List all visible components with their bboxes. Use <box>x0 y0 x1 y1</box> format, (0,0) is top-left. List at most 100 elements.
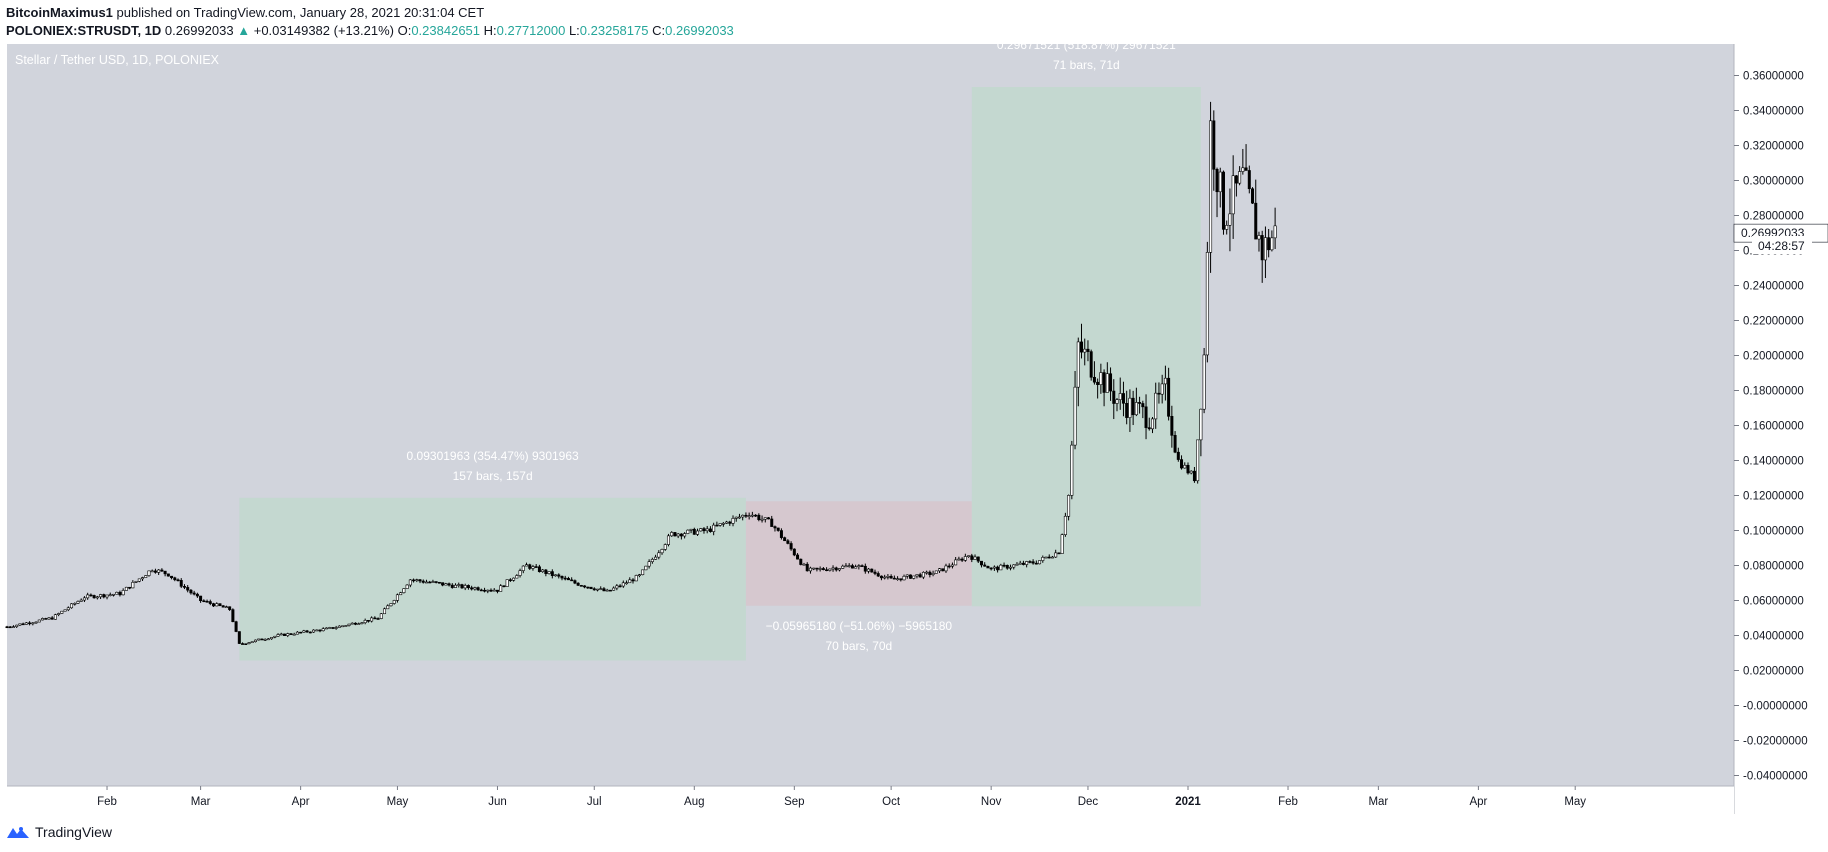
candle-body <box>547 571 551 574</box>
candle-body <box>967 555 971 558</box>
candle-body <box>489 589 493 592</box>
candle-body <box>192 592 196 595</box>
candle-body <box>870 568 874 573</box>
candle-body <box>570 579 574 582</box>
candle-body <box>515 575 519 579</box>
symbol-name[interactable]: POLONIEX:STRUSDT, 1D <box>6 23 162 38</box>
candle-body <box>750 514 754 517</box>
candle-body <box>576 582 580 586</box>
candle-body <box>1202 354 1206 410</box>
low-label: L: <box>568 23 580 38</box>
candle-body <box>89 594 93 597</box>
candle-body <box>1060 534 1064 554</box>
candle-body <box>1138 402 1142 404</box>
candle-body <box>421 580 425 583</box>
candle-body <box>537 566 541 573</box>
footer-brand[interactable]: TradingView <box>35 824 113 840</box>
candle-body <box>734 516 738 519</box>
candle-body <box>1225 225 1229 230</box>
candle-body <box>257 638 261 641</box>
candle-body <box>366 619 370 622</box>
high-label: H: <box>483 23 497 38</box>
candle-body <box>37 619 41 623</box>
candle-body <box>182 586 186 588</box>
candle-body <box>118 591 122 596</box>
zone-short-1[interactable] <box>745 501 972 606</box>
candle-body <box>241 643 245 645</box>
candle-body <box>628 579 632 584</box>
candle-body <box>1238 171 1242 184</box>
candle-body <box>76 601 80 604</box>
candle-body <box>773 526 777 529</box>
candle-body <box>554 574 558 577</box>
candle-body <box>899 578 903 581</box>
candle-body <box>389 603 393 607</box>
candle-body <box>1218 171 1222 193</box>
candle-body <box>40 618 44 621</box>
candle-body <box>1180 459 1184 469</box>
zone-long-2[interactable] <box>971 87 1201 607</box>
y-tick-label: 0.18000000 <box>1743 386 1804 398</box>
candle-body <box>308 631 312 634</box>
candle-body <box>983 564 987 567</box>
candle-body <box>605 589 609 592</box>
candle-body <box>1089 351 1093 378</box>
candle-body <box>412 579 416 582</box>
author-name[interactable]: BitcoinMaximus1 <box>6 5 113 20</box>
candle-body <box>11 626 15 628</box>
zone-long-0[interactable] <box>239 497 746 661</box>
candle-body <box>918 574 922 578</box>
candle-body <box>663 544 667 550</box>
y-tick-label: -0.04000000 <box>1743 771 1808 783</box>
candle-body <box>483 589 487 592</box>
candle-body <box>1154 392 1158 420</box>
candle-body <box>186 587 190 591</box>
candle-body <box>273 635 277 638</box>
candle-body <box>925 571 929 574</box>
candle-body <box>905 574 909 577</box>
candle-body <box>454 584 458 588</box>
candle-body <box>379 613 383 619</box>
candle-body <box>518 570 522 576</box>
candle-body <box>305 630 309 633</box>
candle-body <box>1009 566 1013 569</box>
candle-body <box>234 621 238 632</box>
price-axis[interactable] <box>1734 44 1828 786</box>
x-tick-label: Nov <box>981 796 1002 808</box>
candle-body <box>1231 175 1235 215</box>
candle-body <box>886 575 890 578</box>
candle-body <box>979 560 983 566</box>
candle-body <box>1038 560 1042 565</box>
candle-body <box>279 633 283 636</box>
candle-body <box>344 625 348 627</box>
candle-body <box>205 600 209 603</box>
candle-body <box>95 596 99 599</box>
y-tick-label: 0.12000000 <box>1743 491 1804 503</box>
candle-body <box>1228 213 1232 226</box>
tradingview-logo-icon[interactable] <box>6 825 30 839</box>
time-axis[interactable] <box>7 786 1734 814</box>
candle-body <box>960 558 964 561</box>
candle-body <box>921 572 925 578</box>
candle-body <box>560 575 564 579</box>
candle-body <box>92 595 96 599</box>
candle-body <box>1215 168 1219 193</box>
plot-area[interactable] <box>7 44 1734 786</box>
candle-body <box>1141 403 1145 408</box>
candle-body <box>108 594 112 596</box>
candle-body <box>195 593 199 597</box>
candle-body <box>392 600 396 604</box>
candle-body <box>1254 202 1258 240</box>
candle-body <box>128 586 132 589</box>
candle-body <box>699 528 703 532</box>
candle-body <box>1205 252 1209 356</box>
candle-body <box>170 575 174 579</box>
candle-body <box>1196 439 1200 482</box>
close-value: 0.26992033 <box>665 23 734 38</box>
candle-body <box>447 583 451 586</box>
candle-body <box>860 565 864 567</box>
y-tick-label: 0.20000000 <box>1743 351 1804 363</box>
candle-body <box>141 577 145 580</box>
candle-body <box>492 589 496 592</box>
